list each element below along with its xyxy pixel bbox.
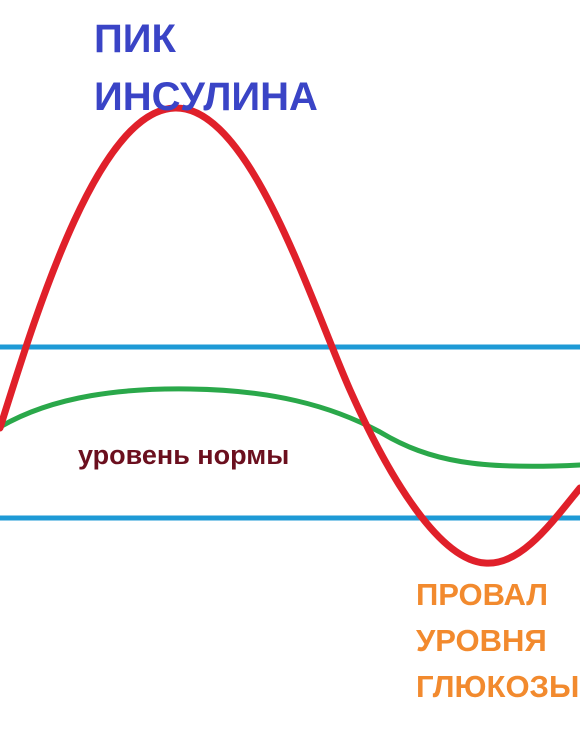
insulin-peak-label-line: ПИК [94,17,176,61]
glucose-drop-label-line: УРОВНЯ [416,623,547,658]
glucose-norm-curve [0,386,580,469]
norm-level-label: уровень нормы [78,440,290,470]
glucose-drop-label-line: ГЛЮКОЗЫ [416,669,580,704]
insulin-peak-label-line: ИНСУЛИНА [94,75,318,119]
insulin-peak-label: ПИК ИНСУЛИНА [94,10,318,126]
insulin-curve [0,104,580,567]
glucose-drop-label-line: ПРОВАЛ [416,577,549,612]
glucose-drop-label: ПРОВАЛ УРОВНЯ ГЛЮКОЗЫ [416,572,579,710]
